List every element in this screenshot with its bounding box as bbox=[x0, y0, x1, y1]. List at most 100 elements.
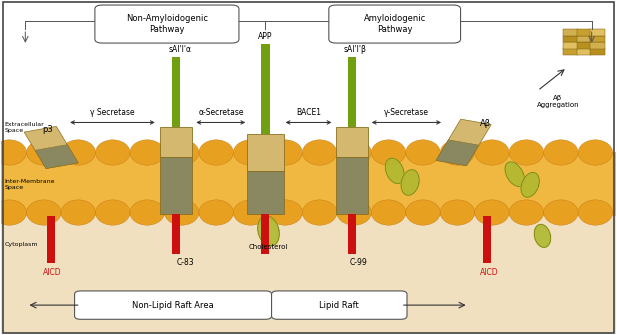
Text: sAl'l'α: sAl'l'α bbox=[168, 45, 191, 54]
Text: BACE1: BACE1 bbox=[296, 109, 321, 118]
Text: Cytoplasm: Cytoplasm bbox=[4, 242, 38, 247]
Bar bbox=[247, 171, 284, 214]
FancyBboxPatch shape bbox=[563, 36, 578, 43]
Ellipse shape bbox=[96, 140, 130, 165]
Polygon shape bbox=[436, 119, 491, 166]
Text: γ Secretase: γ Secretase bbox=[91, 109, 135, 118]
Ellipse shape bbox=[130, 200, 165, 225]
Text: Aβ
Aggregation: Aβ Aggregation bbox=[537, 95, 579, 108]
Bar bbox=[160, 157, 192, 214]
FancyBboxPatch shape bbox=[329, 5, 460, 43]
FancyBboxPatch shape bbox=[577, 36, 591, 43]
Polygon shape bbox=[436, 140, 479, 166]
Ellipse shape bbox=[544, 200, 578, 225]
Ellipse shape bbox=[474, 200, 509, 225]
FancyBboxPatch shape bbox=[75, 291, 271, 319]
Polygon shape bbox=[505, 162, 524, 186]
Bar bbox=[1, 212, 616, 334]
Ellipse shape bbox=[199, 200, 233, 225]
Bar bbox=[47, 216, 55, 263]
Bar bbox=[160, 127, 192, 157]
FancyBboxPatch shape bbox=[563, 42, 578, 49]
Ellipse shape bbox=[96, 200, 130, 225]
FancyBboxPatch shape bbox=[590, 36, 605, 43]
FancyBboxPatch shape bbox=[577, 29, 591, 36]
Ellipse shape bbox=[509, 200, 544, 225]
Ellipse shape bbox=[578, 200, 613, 225]
FancyBboxPatch shape bbox=[590, 42, 605, 49]
Text: Inter-Membrane
Space: Inter-Membrane Space bbox=[4, 179, 55, 190]
FancyBboxPatch shape bbox=[563, 48, 578, 55]
Bar bbox=[336, 157, 368, 214]
Ellipse shape bbox=[302, 140, 337, 165]
Ellipse shape bbox=[268, 140, 302, 165]
FancyBboxPatch shape bbox=[577, 42, 591, 49]
Ellipse shape bbox=[165, 200, 199, 225]
Polygon shape bbox=[258, 216, 280, 246]
Ellipse shape bbox=[578, 140, 613, 165]
FancyBboxPatch shape bbox=[590, 29, 605, 36]
Bar bbox=[1, 152, 616, 216]
FancyBboxPatch shape bbox=[347, 57, 355, 127]
Ellipse shape bbox=[509, 140, 544, 165]
Text: p3: p3 bbox=[43, 125, 54, 134]
FancyBboxPatch shape bbox=[261, 44, 270, 134]
Bar bbox=[172, 214, 180, 254]
Ellipse shape bbox=[544, 140, 578, 165]
Ellipse shape bbox=[0, 140, 27, 165]
Text: Cholesterol: Cholesterol bbox=[249, 244, 288, 250]
Ellipse shape bbox=[371, 200, 406, 225]
Ellipse shape bbox=[165, 140, 199, 165]
Ellipse shape bbox=[27, 200, 61, 225]
Bar bbox=[1, 1, 616, 156]
Text: AICD: AICD bbox=[43, 268, 62, 277]
Text: Amyloidogenic
Pathway: Amyloidogenic Pathway bbox=[363, 14, 426, 34]
Ellipse shape bbox=[268, 200, 302, 225]
Text: γ-Secretase: γ-Secretase bbox=[384, 109, 429, 118]
FancyBboxPatch shape bbox=[577, 48, 591, 55]
Ellipse shape bbox=[233, 140, 268, 165]
Text: Non-Lipid Raft Area: Non-Lipid Raft Area bbox=[132, 300, 214, 310]
Ellipse shape bbox=[441, 200, 474, 225]
Text: Aβ: Aβ bbox=[479, 119, 491, 128]
Text: APP: APP bbox=[258, 32, 273, 42]
Ellipse shape bbox=[371, 140, 406, 165]
Ellipse shape bbox=[233, 200, 268, 225]
Bar bbox=[262, 214, 270, 254]
Polygon shape bbox=[24, 126, 78, 169]
Polygon shape bbox=[35, 145, 78, 169]
Ellipse shape bbox=[406, 140, 441, 165]
Ellipse shape bbox=[441, 140, 474, 165]
Text: Extracellular
Space: Extracellular Space bbox=[4, 122, 44, 133]
FancyBboxPatch shape bbox=[271, 291, 407, 319]
Text: Non-Amyloidogenic
Pathway: Non-Amyloidogenic Pathway bbox=[126, 14, 208, 34]
Text: Lipid Raft: Lipid Raft bbox=[320, 300, 359, 310]
FancyBboxPatch shape bbox=[95, 5, 239, 43]
Bar bbox=[483, 216, 491, 263]
Polygon shape bbox=[401, 170, 419, 195]
Bar bbox=[336, 127, 368, 157]
Ellipse shape bbox=[0, 200, 27, 225]
Ellipse shape bbox=[199, 140, 233, 165]
Text: C-99: C-99 bbox=[350, 258, 368, 267]
Polygon shape bbox=[534, 224, 550, 247]
FancyBboxPatch shape bbox=[563, 29, 578, 36]
Ellipse shape bbox=[406, 200, 441, 225]
Ellipse shape bbox=[302, 200, 337, 225]
Ellipse shape bbox=[61, 200, 96, 225]
Ellipse shape bbox=[27, 140, 61, 165]
Ellipse shape bbox=[130, 140, 165, 165]
Text: C-83: C-83 bbox=[176, 258, 194, 267]
Polygon shape bbox=[386, 158, 404, 184]
Text: α-Secretase: α-Secretase bbox=[198, 109, 244, 118]
Ellipse shape bbox=[474, 140, 509, 165]
Bar bbox=[347, 214, 355, 254]
FancyBboxPatch shape bbox=[172, 57, 180, 127]
Ellipse shape bbox=[337, 200, 371, 225]
Text: sAl'l'β: sAl'l'β bbox=[344, 45, 366, 54]
Text: AICD: AICD bbox=[479, 268, 498, 277]
Bar bbox=[247, 134, 284, 171]
Ellipse shape bbox=[337, 140, 371, 165]
Ellipse shape bbox=[61, 140, 96, 165]
FancyBboxPatch shape bbox=[590, 48, 605, 55]
